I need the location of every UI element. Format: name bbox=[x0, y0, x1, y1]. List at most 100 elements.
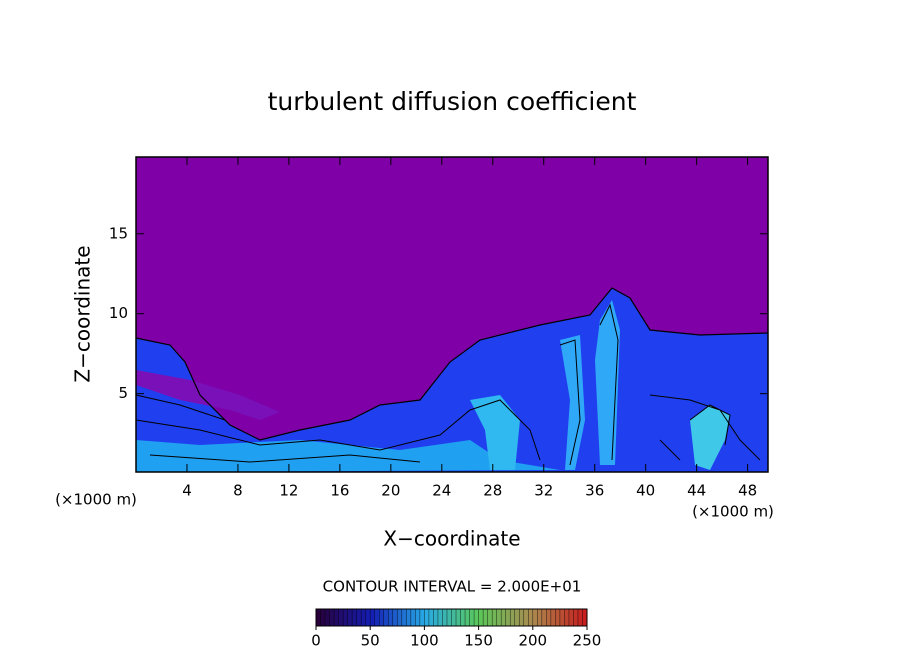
x-tick-label: 44 bbox=[687, 482, 706, 500]
colorbar bbox=[315, 609, 588, 626]
colorbar-cell bbox=[505, 609, 511, 626]
field bbox=[135, 157, 769, 472]
colorbar-cell bbox=[546, 609, 552, 626]
colorbar-cell bbox=[501, 609, 507, 626]
colorbar-cell bbox=[446, 609, 452, 626]
colorbar-cell bbox=[541, 609, 547, 626]
colorbar-cell bbox=[550, 609, 556, 626]
colorbar-cell bbox=[492, 609, 498, 626]
colorbar-cell bbox=[352, 609, 358, 626]
colorbar-cell bbox=[523, 609, 529, 626]
colorbar-cell bbox=[442, 609, 448, 626]
colorbar-cell bbox=[487, 609, 493, 626]
colorbar-cell bbox=[347, 609, 353, 626]
colorbar-tick-label: 50 bbox=[361, 632, 380, 650]
colorbar-cell bbox=[465, 609, 471, 626]
field-band bbox=[470, 395, 520, 470]
x-tick-label: 12 bbox=[279, 482, 298, 500]
colorbar-cell bbox=[478, 609, 484, 626]
x-tick-label: 16 bbox=[330, 482, 349, 500]
colorbar-frame bbox=[315, 608, 588, 627]
x-unit-label: (×1000 m) bbox=[55, 491, 137, 509]
colorbar-cell bbox=[383, 609, 389, 626]
colorbar-cell bbox=[474, 609, 480, 626]
colorbar-cell bbox=[374, 609, 380, 626]
field-band bbox=[690, 405, 730, 470]
colorbar-cell bbox=[514, 609, 520, 626]
colorbar-cell bbox=[469, 609, 475, 626]
colorbar-cell bbox=[361, 609, 367, 626]
colorbar-cell bbox=[388, 609, 394, 626]
field-band bbox=[560, 335, 585, 470]
colorbar-cell bbox=[415, 609, 421, 626]
field-band bbox=[136, 440, 560, 472]
colorbar-tick-label: 0 bbox=[311, 632, 321, 650]
colorbar-cell bbox=[419, 609, 425, 626]
colorbar-cell bbox=[329, 609, 335, 626]
colorbar-cell bbox=[343, 609, 349, 626]
colorbar-cell bbox=[379, 609, 385, 626]
y-tick-label: 5 bbox=[118, 384, 128, 402]
colorbar-cell bbox=[577, 609, 583, 626]
x-unit-label: (×1000 m) bbox=[692, 503, 774, 521]
colorbar-cell bbox=[334, 609, 340, 626]
colorbar-cell bbox=[559, 609, 565, 626]
colorbar-cell bbox=[568, 609, 574, 626]
colorbar-cell bbox=[370, 609, 376, 626]
plot-frame bbox=[135, 156, 769, 473]
x-tick-label: 24 bbox=[432, 482, 451, 500]
colorbar-tick-label: 200 bbox=[518, 632, 547, 650]
colorbar-tick-label: 100 bbox=[410, 632, 439, 650]
colorbar-cell bbox=[496, 609, 502, 626]
x-tick-label: 8 bbox=[233, 482, 243, 500]
field-band bbox=[136, 370, 280, 420]
contour-line bbox=[135, 287, 769, 441]
colorbar-cell bbox=[397, 609, 403, 626]
colorbar-cell bbox=[401, 609, 407, 626]
colorbar-cell bbox=[320, 609, 326, 626]
colorbar-cell bbox=[433, 609, 439, 626]
contour-interval: CONTOUR INTERVAL = 2.000E+01 bbox=[323, 578, 582, 596]
contour-line bbox=[135, 394, 681, 463]
x-tick-label: 20 bbox=[381, 482, 400, 500]
contour-line bbox=[135, 303, 761, 466]
x-axis-title: X−coordinate bbox=[383, 527, 520, 551]
colorbar-cell bbox=[316, 609, 322, 626]
x-tick-label: 28 bbox=[483, 482, 502, 500]
colorbar-cell bbox=[573, 609, 579, 626]
x-tick-label: 48 bbox=[738, 482, 757, 500]
colorbar-cell bbox=[555, 609, 561, 626]
colorbar-cell bbox=[510, 609, 516, 626]
colorbar-cell bbox=[365, 609, 371, 626]
colorbar-cell bbox=[428, 609, 434, 626]
y-tick-label: 15 bbox=[109, 224, 128, 242]
colorbar-cell bbox=[451, 609, 457, 626]
y-axis-title: Z−coordinate bbox=[71, 245, 95, 382]
colorbar-cell bbox=[582, 609, 588, 626]
y-tick-label: 10 bbox=[109, 304, 128, 322]
colorbar-cell bbox=[410, 609, 416, 626]
colorbar-cell bbox=[356, 609, 362, 626]
chart-title: turbulent diffusion coefficient bbox=[268, 87, 637, 116]
colorbar-tick-label: 250 bbox=[573, 632, 602, 650]
colorbar-cell bbox=[528, 609, 534, 626]
colorbar-cell bbox=[406, 609, 412, 626]
x-tick-label: 36 bbox=[585, 482, 604, 500]
x-tick-label: 40 bbox=[636, 482, 655, 500]
colorbar-tick-label: 150 bbox=[464, 632, 493, 650]
colorbar-cell bbox=[424, 609, 430, 626]
colorbar-cell bbox=[537, 609, 543, 626]
colorbar-cell bbox=[437, 609, 443, 626]
colorbar-cell bbox=[338, 609, 344, 626]
colorbar-cell bbox=[483, 609, 489, 626]
colorbar-cell bbox=[564, 609, 570, 626]
colorbar-cell bbox=[456, 609, 462, 626]
colorbar-cell bbox=[460, 609, 466, 626]
colorbar-cell bbox=[532, 609, 538, 626]
colorbar-cell bbox=[519, 609, 525, 626]
x-tick-label: 32 bbox=[534, 482, 553, 500]
colorbar-cell bbox=[392, 609, 398, 626]
colorbar-cell bbox=[325, 609, 331, 626]
